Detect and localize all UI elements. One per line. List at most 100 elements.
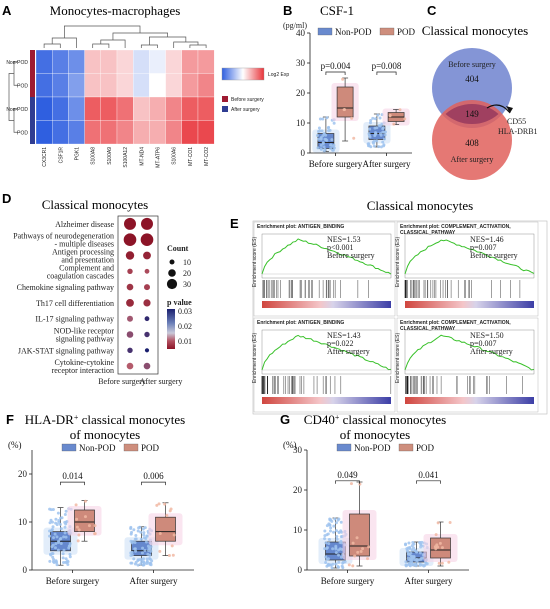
data-point (329, 526, 333, 530)
pathway-label: IL-17 signaling pathway (35, 315, 114, 324)
data-point (332, 121, 336, 125)
venn-overlap (445, 103, 499, 125)
data-point (146, 544, 150, 548)
data-point (157, 502, 161, 506)
data-point (413, 563, 417, 567)
data-point (51, 507, 55, 511)
data-point (410, 548, 414, 552)
y-tick-label: 30 (293, 445, 303, 455)
panel-label-f: F (6, 412, 14, 427)
data-point (329, 143, 333, 147)
heatmap-cell (181, 96, 199, 121)
enrichment-score-curve (404, 334, 535, 371)
data-point (333, 517, 337, 521)
data-point (144, 537, 148, 541)
heatmap-cell (181, 120, 199, 145)
pathway-label: and presentation (61, 256, 114, 265)
panel-label-g: G (280, 412, 290, 427)
data-point (343, 107, 347, 111)
gsea-ylabel: Enrichment score (ES) (395, 237, 401, 288)
data-point (327, 537, 331, 541)
data-point (334, 546, 338, 550)
data-point (322, 145, 326, 149)
data-point (158, 549, 162, 553)
data-point (321, 142, 325, 146)
data-point (425, 562, 429, 566)
callout-gene-2: HLA-DRB1 (498, 127, 538, 136)
heatmap-cell (100, 120, 118, 145)
enrichment-score-curve (261, 238, 392, 275)
heatmap-cell (68, 120, 85, 145)
data-point (63, 513, 67, 517)
data-point (319, 143, 323, 147)
gsea-p-label: p=0.007 (470, 243, 497, 252)
heatmap-cell (100, 49, 118, 74)
gsea-ylabel: Enrichment score (ES) (252, 333, 258, 384)
pathway-dot (144, 316, 150, 322)
heatmap-column-label: MT-ND4 (139, 147, 145, 166)
data-point (55, 563, 59, 567)
data-point (343, 560, 347, 564)
data-point (332, 143, 336, 147)
data-point (434, 533, 438, 537)
after-surgery-swatch (222, 106, 228, 112)
data-point (440, 561, 444, 565)
panel-f: F HLA-DR+ classical monocytes of monocyt… (6, 412, 194, 586)
pathway-label: Complement and (59, 263, 114, 272)
heatmap-cell (84, 49, 101, 74)
heatmap-cell (181, 73, 199, 98)
heatmap-row-label: POD (17, 83, 28, 89)
heatmap-color-legend (221, 67, 265, 81)
heatmap-column-label: MT-CO2 (204, 147, 210, 166)
data-point (410, 544, 414, 548)
venn-before-label: Before surgery (448, 60, 496, 69)
gsea-plot-frame (253, 221, 396, 317)
legend-label-pod: POD (397, 27, 416, 37)
data-point (337, 553, 341, 557)
data-point (329, 146, 333, 150)
heatmap-cell (35, 49, 53, 74)
p-value-label: 0.041 (418, 470, 438, 480)
row-dendrogram-branch (8, 73, 14, 121)
data-point (48, 534, 52, 538)
gsea-ylabel: Enrichment score (ES) (395, 333, 401, 384)
legend-swatch-pod (398, 443, 414, 452)
data-point (331, 148, 335, 152)
data-point (381, 140, 385, 144)
data-point (148, 553, 152, 557)
data-point (359, 549, 363, 553)
data-point (143, 549, 147, 553)
heatmap-legend-title: Log2 Exp (268, 72, 289, 78)
data-point (332, 530, 336, 534)
dendrogram-branch (92, 43, 110, 48)
data-point (51, 525, 55, 529)
data-point (317, 126, 321, 130)
data-point (408, 547, 412, 551)
data-point (405, 563, 409, 567)
data-point (48, 529, 52, 533)
data-point (316, 146, 320, 150)
data-point (406, 556, 410, 560)
data-point (53, 532, 57, 536)
gsea-es-axes (404, 233, 535, 279)
heatmap-cell (133, 49, 150, 74)
data-point (330, 138, 334, 142)
data-point (404, 560, 408, 564)
data-point (378, 132, 382, 136)
data-point (149, 563, 153, 567)
heatmap-cell (35, 96, 53, 121)
legend-label-nonpod: Non-POD (354, 443, 391, 453)
data-point (372, 144, 376, 148)
x-tick-label: After surgery (404, 576, 453, 586)
nes-label: NES=1.43 (327, 331, 361, 340)
y-tick-label: 0 (298, 565, 303, 575)
dendrogram-branch (189, 44, 207, 48)
pathway-label: Alzheimer disease (55, 220, 114, 229)
data-point (87, 524, 91, 528)
data-point (335, 537, 339, 541)
data-point (406, 552, 410, 556)
legend-swatch-pod (379, 27, 395, 36)
data-point (145, 534, 149, 538)
panel-g-title-line1: CD40+ classical monocytes (304, 412, 446, 427)
pathway-dot (127, 315, 133, 322)
